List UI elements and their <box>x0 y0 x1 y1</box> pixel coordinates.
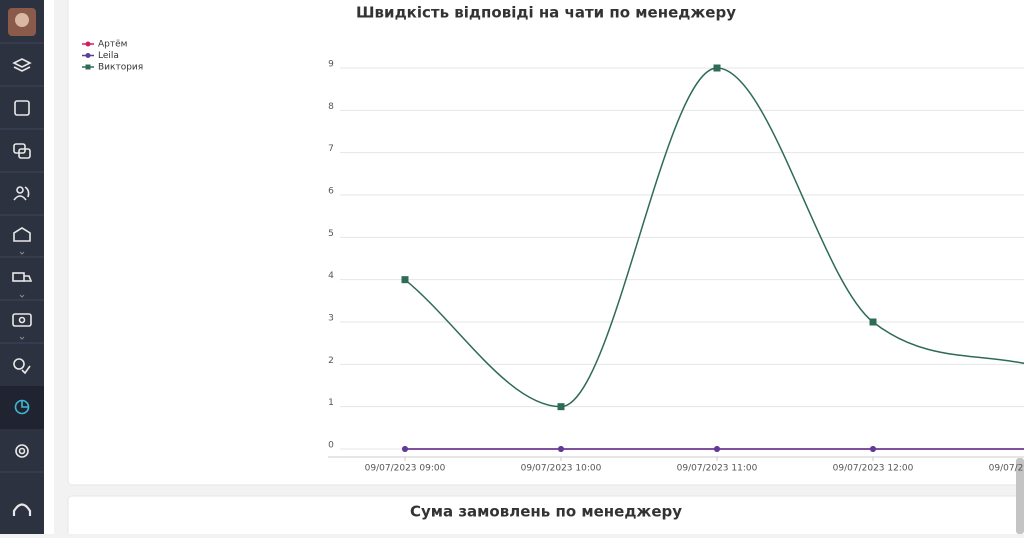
series-line <box>404 67 1024 408</box>
icon-calendar[interactable] <box>14 100 30 116</box>
y-tick-label: 4 <box>328 271 334 281</box>
gutter <box>44 0 54 534</box>
point <box>558 446 564 452</box>
y-tick-label: 5 <box>328 229 334 239</box>
y-tick-label: 9 <box>328 60 334 70</box>
point <box>870 446 876 452</box>
icon-chart[interactable] <box>14 399 30 415</box>
x-tick-label: 09/07/2023 10:00 <box>521 464 602 474</box>
icon-users[interactable] <box>16 186 24 194</box>
y-tick-label: 7 <box>328 144 334 154</box>
legend-label: Виктория <box>98 63 143 73</box>
x-tick-label: 09/07/2023 12:00 <box>833 464 914 474</box>
icon-settings[interactable] <box>15 444 29 458</box>
legend-marker <box>85 41 91 47</box>
legend-label: Артём <box>98 40 127 50</box>
icon-layers[interactable] <box>12 58 32 72</box>
y-tick-label: 8 <box>328 102 334 112</box>
point <box>401 276 409 284</box>
point <box>714 446 720 452</box>
chart-card <box>67 0 1024 486</box>
legend-marker <box>85 53 91 58</box>
section-title: Сума замовлень по менеджеру <box>410 503 682 521</box>
sidebar-separators <box>0 42 44 473</box>
icon-home[interactable] <box>13 227 31 242</box>
x-tick-label: 09/07/2023 13:00 <box>989 464 1024 474</box>
sidebar-icons <box>12 58 33 517</box>
legend-marker <box>85 64 91 70</box>
point <box>713 64 721 72</box>
y-tick-label: 6 <box>328 187 334 197</box>
avatar-face <box>15 13 29 27</box>
point <box>557 403 565 411</box>
next-card <box>67 495 1024 538</box>
icon-truck[interactable] <box>12 272 25 282</box>
y-tick-label: 1 <box>328 398 334 408</box>
icon-badge[interactable] <box>13 358 25 370</box>
legend-label: Leila <box>98 51 119 61</box>
y-tick-label: 3 <box>328 314 334 324</box>
x-tick-label: 09/07/2023 11:00 <box>677 464 758 474</box>
y-tick-label: 0 <box>328 441 334 451</box>
icon-chat-2 <box>18 148 31 159</box>
x-tick-label: 09/07/2023 09:00 <box>365 464 446 474</box>
icon-money[interactable] <box>12 313 32 327</box>
point <box>869 318 877 326</box>
icon-support[interactable] <box>12 503 32 517</box>
point <box>402 446 408 452</box>
chart-title: Швидкість відповіді на чати по менеджеру <box>356 4 736 22</box>
scrollbar[interactable] <box>1016 458 1024 534</box>
y-tick-label: 2 <box>328 356 334 366</box>
